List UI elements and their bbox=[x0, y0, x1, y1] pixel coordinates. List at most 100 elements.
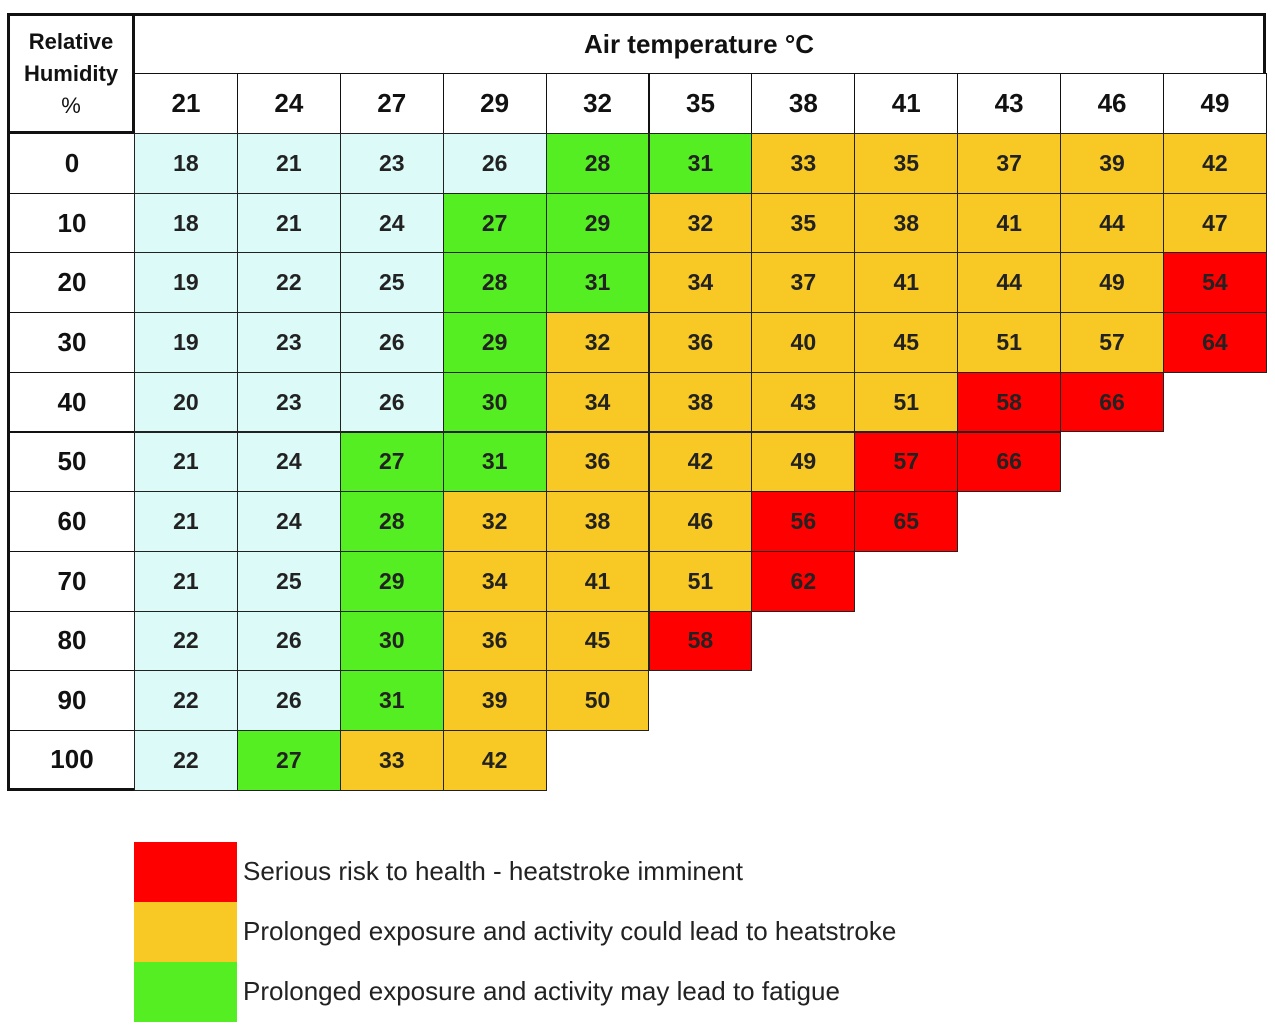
corner-label-line: % bbox=[61, 92, 81, 118]
table-cell: 51 bbox=[648, 550, 753, 612]
table-cell: 49 bbox=[1060, 252, 1164, 314]
column-header: 38 bbox=[751, 73, 856, 134]
table-cell: 37 bbox=[751, 252, 856, 314]
table-cell: 29 bbox=[339, 550, 444, 612]
row-header: 40 bbox=[7, 371, 135, 433]
row-header: 80 bbox=[7, 610, 135, 672]
table-cell: 57 bbox=[854, 431, 959, 493]
table-cell: 26 bbox=[442, 133, 547, 194]
table-cell: 41 bbox=[545, 550, 650, 612]
table-cell: 26 bbox=[236, 670, 341, 731]
row-header: 70 bbox=[7, 550, 135, 612]
table-cell: 42 bbox=[648, 431, 753, 493]
table-cell: 38 bbox=[545, 491, 650, 552]
table-cell: 58 bbox=[957, 371, 1062, 433]
row-header: 90 bbox=[7, 670, 135, 731]
table-cell: 41 bbox=[854, 252, 959, 314]
legend-swatch bbox=[134, 962, 237, 1022]
table-cell: 42 bbox=[1163, 133, 1267, 194]
table-cell: 35 bbox=[751, 192, 856, 254]
table-cell: 28 bbox=[339, 491, 444, 552]
table-cell: 27 bbox=[442, 192, 547, 254]
table-title: Air temperature °C bbox=[134, 13, 1266, 74]
table-cell: 21 bbox=[134, 431, 238, 493]
table-cell: 41 bbox=[957, 192, 1062, 254]
table-cell: 45 bbox=[545, 610, 650, 672]
table-cell: 66 bbox=[957, 431, 1062, 493]
table-cell: 50 bbox=[545, 670, 650, 731]
table-cell: 38 bbox=[648, 371, 753, 433]
table-cell: 22 bbox=[134, 610, 238, 672]
table-cell: 36 bbox=[648, 312, 753, 373]
table-cell: 40 bbox=[751, 312, 856, 373]
table-cell: 29 bbox=[545, 192, 650, 254]
table-cell: 36 bbox=[442, 610, 547, 672]
row-header: 60 bbox=[7, 491, 135, 552]
corner-label-line: Humidity bbox=[23, 60, 119, 86]
legend-label: Serious risk to health - heatstroke immi… bbox=[243, 856, 743, 886]
row-header: 50 bbox=[7, 431, 135, 493]
table-cell: 24 bbox=[339, 192, 444, 254]
table-cell: 33 bbox=[339, 730, 444, 791]
table-cell: 42 bbox=[442, 730, 547, 791]
column-header: 29 bbox=[442, 73, 547, 134]
column-header: 35 bbox=[648, 73, 753, 134]
column-header: 46 bbox=[1060, 73, 1164, 134]
title-text: Air temperature bbox=[583, 29, 778, 59]
table-cell: 28 bbox=[545, 133, 650, 194]
table-cell: 24 bbox=[236, 491, 341, 552]
table-cell: 32 bbox=[442, 491, 547, 552]
table-cell: 45 bbox=[854, 312, 959, 373]
table-cell: 38 bbox=[854, 192, 959, 254]
row-header: 0 bbox=[7, 133, 135, 194]
table-cell: 24 bbox=[236, 431, 341, 493]
table-cell: 36 bbox=[545, 431, 650, 493]
table-cell: 35 bbox=[854, 133, 959, 194]
table-cell: 18 bbox=[134, 133, 238, 194]
row-header: 10 bbox=[7, 192, 135, 254]
legend-swatch bbox=[134, 842, 237, 902]
table-cell: 30 bbox=[339, 610, 444, 672]
table-cell: 51 bbox=[854, 371, 959, 433]
table-cell: 25 bbox=[339, 252, 444, 314]
table-cell: 29 bbox=[442, 312, 547, 373]
table-cell: 32 bbox=[545, 312, 650, 373]
table-cell: 34 bbox=[545, 371, 650, 433]
legend-label: Prolonged exposure and activity may lead… bbox=[243, 976, 840, 1006]
table-cell: 23 bbox=[236, 371, 341, 433]
table-cell: 30 bbox=[442, 371, 547, 433]
table-cell: 27 bbox=[339, 431, 444, 493]
row-header: 20 bbox=[7, 252, 135, 314]
table-cell: 62 bbox=[751, 550, 856, 612]
table-cell: 47 bbox=[1163, 192, 1267, 254]
table-cell: 21 bbox=[134, 550, 238, 612]
title-unit: °C bbox=[784, 29, 815, 59]
row-header: 100 bbox=[7, 730, 135, 791]
table-cell: 18 bbox=[134, 192, 238, 254]
column-header: 49 bbox=[1163, 73, 1267, 134]
table-cell: 27 bbox=[236, 730, 341, 791]
table-cell: 31 bbox=[339, 670, 444, 731]
table-cell: 32 bbox=[648, 192, 753, 254]
table-cell: 39 bbox=[1060, 133, 1164, 194]
table-cell: 54 bbox=[1163, 252, 1267, 314]
table-cell: 51 bbox=[957, 312, 1062, 373]
table-cell: 26 bbox=[339, 371, 444, 433]
table-cell: 65 bbox=[854, 491, 959, 552]
table-cell: 31 bbox=[442, 431, 547, 493]
table-cell: 22 bbox=[134, 730, 238, 791]
table-cell: 22 bbox=[134, 670, 238, 731]
corner-header: Relative Humidity % bbox=[7, 13, 135, 134]
table-cell: 23 bbox=[339, 133, 444, 194]
table-cell: 21 bbox=[236, 133, 341, 194]
table-cell: 21 bbox=[236, 192, 341, 254]
table-cell: 33 bbox=[751, 133, 856, 194]
table-cell: 21 bbox=[134, 491, 238, 552]
table-cell: 56 bbox=[751, 491, 856, 552]
column-header: 27 bbox=[339, 73, 444, 134]
legend-swatch bbox=[134, 902, 237, 962]
table-cell: 64 bbox=[1163, 312, 1267, 373]
table-cell: 34 bbox=[442, 550, 547, 612]
table-cell: 19 bbox=[134, 312, 238, 373]
table-cell: 25 bbox=[236, 550, 341, 612]
